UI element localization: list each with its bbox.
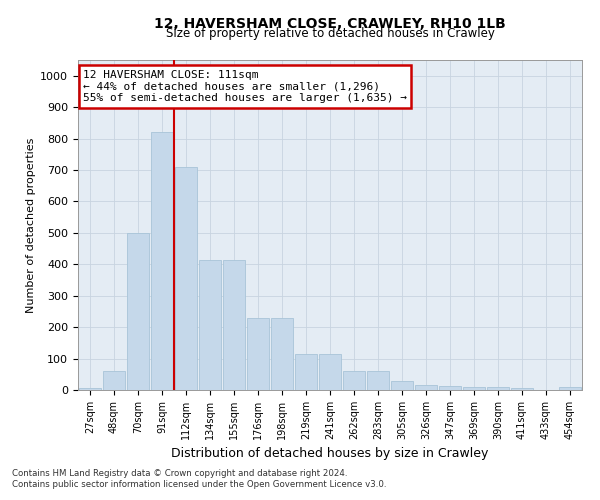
Bar [463,387,485,390]
Bar [79,388,101,390]
Text: Contains public sector information licensed under the Open Government Licence v3: Contains public sector information licen… [12,480,386,489]
Bar [271,318,293,390]
Bar [511,388,533,390]
Y-axis label: Number of detached properties: Number of detached properties [26,138,36,312]
Bar [343,371,365,390]
Text: 12 HAVERSHAM CLOSE: 111sqm
← 44% of detached houses are smaller (1,296)
55% of s: 12 HAVERSHAM CLOSE: 111sqm ← 44% of deta… [83,70,407,103]
Bar [391,380,413,390]
Bar [199,260,221,390]
X-axis label: Distribution of detached houses by size in Crawley: Distribution of detached houses by size … [172,448,488,460]
Text: Contains HM Land Registry data © Crown copyright and database right 2024.: Contains HM Land Registry data © Crown c… [12,468,347,477]
Bar [319,354,341,390]
Bar [367,371,389,390]
Bar [439,386,461,390]
Bar [415,386,437,390]
Bar [103,371,125,390]
Text: 12, HAVERSHAM CLOSE, CRAWLEY, RH10 1LB: 12, HAVERSHAM CLOSE, CRAWLEY, RH10 1LB [154,18,506,32]
Bar [559,387,581,390]
Bar [223,260,245,390]
Bar [295,354,317,390]
Text: Size of property relative to detached houses in Crawley: Size of property relative to detached ho… [166,28,494,40]
Bar [175,167,197,390]
Bar [127,233,149,390]
Bar [247,318,269,390]
Bar [487,387,509,390]
Bar [151,132,173,390]
